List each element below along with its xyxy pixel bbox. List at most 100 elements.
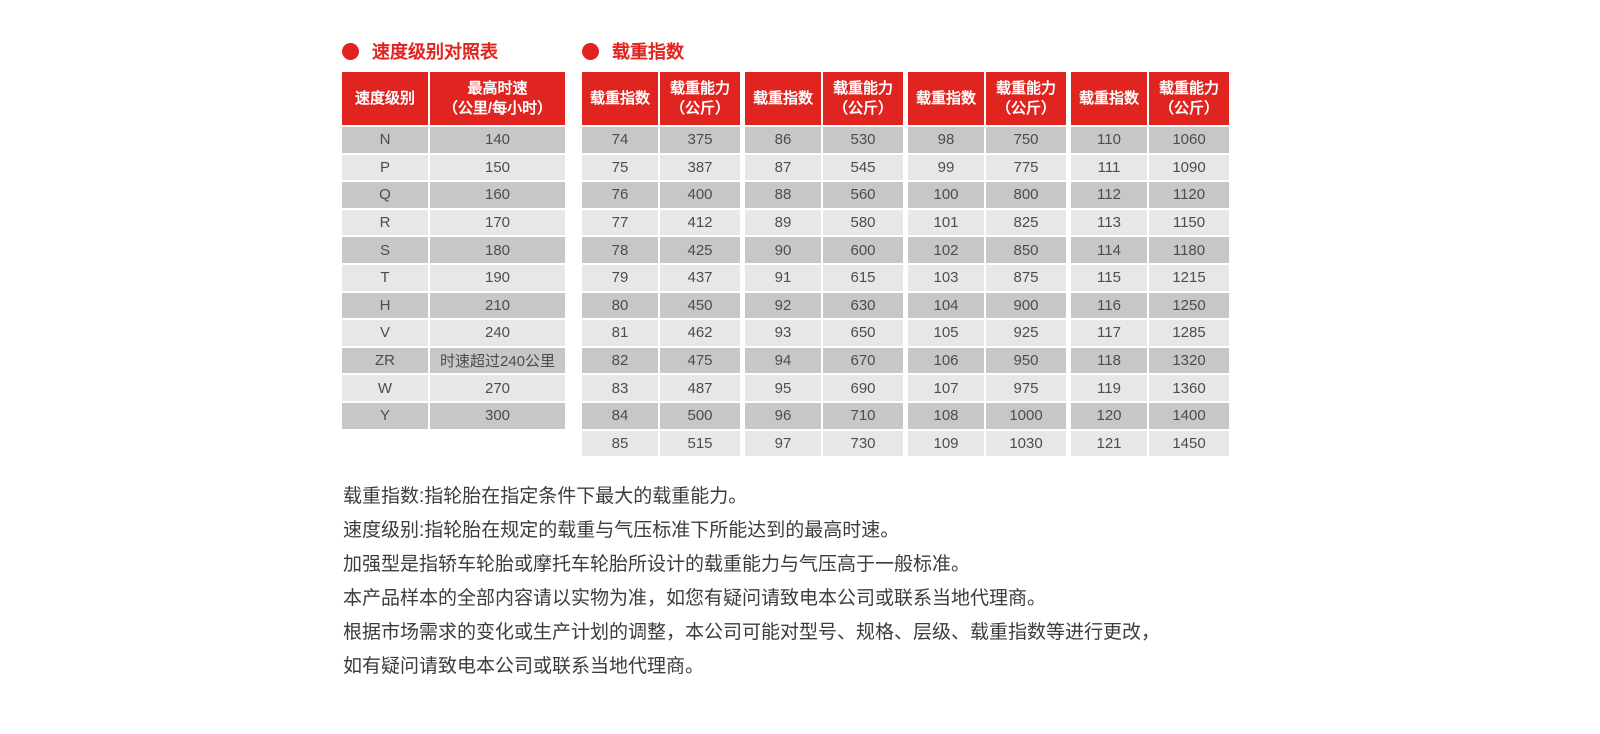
- load-capacity-cell: 475: [660, 347, 740, 374]
- load-index-cell: 113: [1071, 209, 1147, 236]
- load-index-cell: 93: [745, 320, 821, 346]
- load-capacity-cell: 1285: [1149, 320, 1229, 346]
- load-index-cell: 119: [1071, 375, 1147, 401]
- load-index-cell: 110: [1071, 127, 1147, 153]
- load-index-cell: 99: [908, 154, 984, 181]
- load-index-cell: 84: [582, 402, 658, 429]
- max-speed-cell: 180: [430, 237, 565, 263]
- load-capacity-cell: 615: [823, 264, 903, 291]
- load-capacity-cell: 975: [986, 375, 1066, 401]
- load-capacity-cell: 1360: [1149, 375, 1229, 401]
- load-capacity-cell: 1120: [1149, 182, 1229, 208]
- note-line: 加强型是指轿车轮胎或摩托车轮胎所设计的载重能力与气压高于一般标准。: [343, 554, 971, 575]
- load-capacity-cell: 800: [986, 182, 1066, 208]
- load-index-cell: 115: [1071, 264, 1147, 291]
- load-index-cell: 77: [582, 209, 658, 236]
- speed-rating-cell: N: [342, 127, 428, 153]
- notes: 载重指数:指轮胎在指定条件下最大的载重能力。 速度级别:指轮胎在规定的载重与气压标…: [343, 480, 1160, 684]
- load-capacity-cell: 710: [823, 402, 903, 429]
- load-index-cell: 121: [1071, 430, 1147, 457]
- load-capacity-cell: 580: [823, 209, 903, 236]
- load-index-cell: 96: [745, 402, 821, 429]
- load-table-group: 载重指数 载重能力 （公斤） 110 1060 111 1090 112 1120 113 115…: [1071, 72, 1229, 457]
- load-capacity-cell: 690: [823, 375, 903, 401]
- max-speed-cell: 150: [430, 154, 565, 181]
- load-index-cell: 95: [745, 375, 821, 401]
- load-table: 载重指数 载重能力 （公斤） 74 375 75 387 76 400 77 412 78 425 79…: [582, 72, 1229, 457]
- load-table-header-index: 载重指数: [582, 72, 658, 125]
- speed-table: 速度级别 最高时速 （公里/每小时） N 140 P 150 Q 160 R 170 S 180 T…: [342, 72, 565, 429]
- load-capacity-cell: 1320: [1149, 347, 1229, 374]
- load-capacity-cell: 825: [986, 209, 1066, 236]
- load-index-cell: 109: [908, 430, 984, 457]
- load-table-header-capacity: 载重能力 （公斤）: [823, 72, 903, 125]
- speed-rating-cell: V: [342, 320, 428, 346]
- load-capacity-cell: 1450: [1149, 430, 1229, 457]
- load-index-cell: 103: [908, 264, 984, 291]
- load-capacity-cell: 670: [823, 347, 903, 374]
- max-speed-cell: 240: [430, 320, 565, 346]
- load-table-header-index: 载重指数: [745, 72, 821, 125]
- load-index-cell: 100: [908, 182, 984, 208]
- max-speed-cell: 时速超过240公里: [430, 347, 565, 374]
- speed-rating-cell: Y: [342, 402, 428, 429]
- load-index-cell: 118: [1071, 347, 1147, 374]
- load-index-cell: 105: [908, 320, 984, 346]
- load-index-cell: 116: [1071, 292, 1147, 319]
- speed-table-header-level: 速度级别: [342, 72, 428, 125]
- load-capacity-cell: 650: [823, 320, 903, 346]
- load-index-cell: 101: [908, 209, 984, 236]
- speed-rating-cell: ZR: [342, 347, 428, 374]
- load-index-cell: 81: [582, 320, 658, 346]
- load-capacity-cell: 730: [823, 430, 903, 457]
- load-capacity-cell: 925: [986, 320, 1066, 346]
- load-index-cell: 94: [745, 347, 821, 374]
- note-line: 根据市场需求的变化或生产计划的调整，本公司可能对型号、规格、层级、载重指数等进行…: [343, 622, 1161, 643]
- load-index-cell: 98: [908, 127, 984, 153]
- load-index-cell: 79: [582, 264, 658, 291]
- load-table-group: 载重指数 载重能力 （公斤） 98 750 99 775 100 800 101 825 102 85…: [908, 72, 1066, 457]
- speed-rating-cell: S: [342, 237, 428, 263]
- max-speed-cell: 160: [430, 182, 565, 208]
- note-line: 载重指数:指轮胎在指定条件下最大的载重能力。: [343, 486, 748, 507]
- note-line: 本产品样本的全部内容请以实物为准，如您有疑问请致电本公司或联系当地代理商。: [343, 588, 1047, 609]
- speed-table-section: 速度级别对照表 速度级别 最高时速 （公里/每小时） N 140 P 150 Q 160 R…: [342, 40, 565, 429]
- load-index-cell: 75: [582, 154, 658, 181]
- speed-rating-cell: R: [342, 209, 428, 236]
- load-index-cell: 87: [745, 154, 821, 181]
- load-capacity-cell: 775: [986, 154, 1066, 181]
- speed-rating-cell: Q: [342, 182, 428, 208]
- load-index-cell: 112: [1071, 182, 1147, 208]
- load-capacity-cell: 1000: [986, 402, 1066, 429]
- max-speed-cell: 140: [430, 127, 565, 153]
- load-capacity-cell: 487: [660, 375, 740, 401]
- load-table-title: 载重指数: [582, 40, 1229, 62]
- load-index-cell: 107: [908, 375, 984, 401]
- load-index-cell: 78: [582, 237, 658, 263]
- load-index-cell: 83: [582, 375, 658, 401]
- load-index-cell: 88: [745, 182, 821, 208]
- load-index-cell: 106: [908, 347, 984, 374]
- load-capacity-cell: 387: [660, 154, 740, 181]
- load-table-section: 载重指数 载重指数 载重能力 （公斤） 74 375 75 387 76 400 77 412 78…: [582, 40, 1229, 457]
- load-index-cell: 74: [582, 127, 658, 153]
- speed-rating-cell: W: [342, 375, 428, 401]
- max-speed-cell: 270: [430, 375, 565, 401]
- load-capacity-cell: 375: [660, 127, 740, 153]
- load-index-cell: 82: [582, 347, 658, 374]
- load-table-header-index: 载重指数: [1071, 72, 1147, 125]
- load-capacity-cell: 630: [823, 292, 903, 319]
- load-index-cell: 92: [745, 292, 821, 319]
- load-capacity-cell: 900: [986, 292, 1066, 319]
- load-table-group: 载重指数 载重能力 （公斤） 86 530 87 545 88 560 89 580 90 600 91…: [745, 72, 903, 457]
- load-index-cell: 111: [1071, 154, 1147, 181]
- red-dot-icon: [342, 42, 359, 60]
- load-capacity-cell: 850: [986, 237, 1066, 263]
- load-capacity-cell: 1180: [1149, 237, 1229, 263]
- load-capacity-cell: 1400: [1149, 402, 1229, 429]
- load-capacity-cell: 750: [986, 127, 1066, 153]
- load-table-title-text: 载重指数: [612, 42, 684, 62]
- max-speed-cell: 210: [430, 292, 565, 319]
- load-index-cell: 114: [1071, 237, 1147, 263]
- load-capacity-cell: 1030: [986, 430, 1066, 457]
